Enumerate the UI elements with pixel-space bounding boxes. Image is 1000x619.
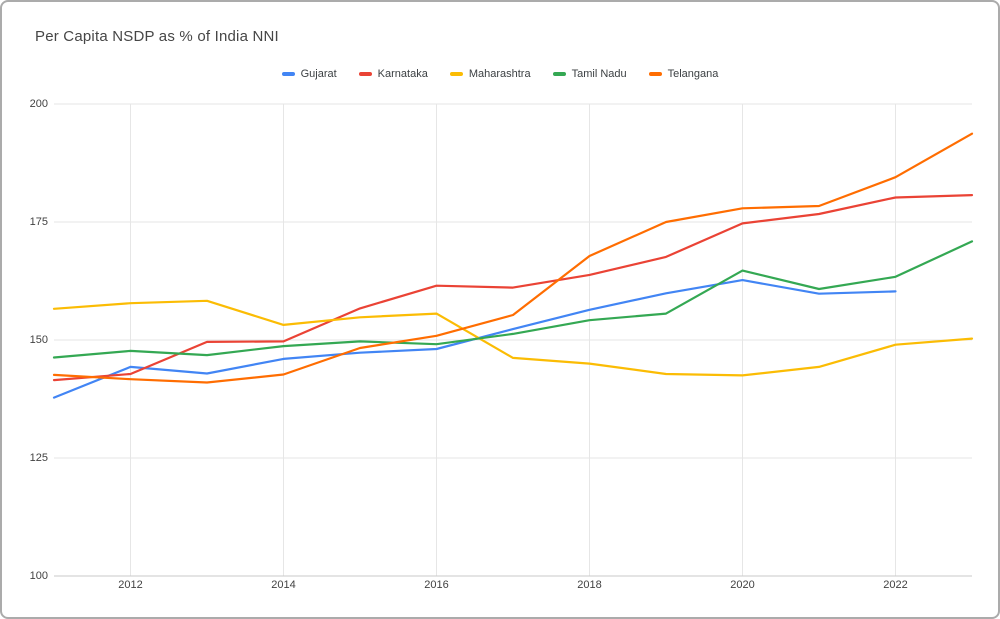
legend-label: Tamil Nadu <box>571 68 627 80</box>
y-axis-tick-label: 175 <box>29 216 48 228</box>
legend-item-gujarat[interactable]: Gujarat <box>281 68 337 80</box>
legend-line-marker-icon <box>358 72 372 76</box>
chart-title: Per Capita NSDP as % of India NNI <box>35 28 279 45</box>
legend-label: Telangana <box>667 68 719 80</box>
x-axis-tick-label: 2014 <box>271 579 296 591</box>
y-axis-tick-label: 200 <box>29 98 48 110</box>
y-axis-tick-label: 100 <box>29 570 48 582</box>
series-line-karnataka[interactable] <box>52 194 974 382</box>
series-line-telangana[interactable] <box>52 132 974 384</box>
legend-item-maharashtra[interactable]: Maharashtra <box>449 68 531 80</box>
legend-line-marker-icon <box>648 72 662 76</box>
legend-line-marker-icon <box>552 72 566 76</box>
x-axis-tick-label: 2016 <box>424 579 449 591</box>
x-axis-tick-label: 2020 <box>730 579 755 591</box>
x-axis-tick-label: 2012 <box>118 579 143 591</box>
x-axis-tick-label: 2018 <box>577 579 602 591</box>
legend-item-tamil-nadu[interactable]: Tamil Nadu <box>552 68 627 80</box>
legend-item-telangana[interactable]: Telangana <box>648 68 719 80</box>
series-line-maharashtra[interactable] <box>52 299 974 377</box>
legend-line-marker-icon <box>281 72 295 76</box>
legend-line-marker-icon <box>449 72 463 76</box>
legend-label: Maharashtra <box>468 68 531 80</box>
legend-label: Karnataka <box>377 68 428 80</box>
y-axis-tick-label: 150 <box>29 334 48 346</box>
chart-legend: Gujarat Karnataka Maharashtra Tamil Nadu Tel… <box>2 68 998 80</box>
legend-item-karnataka[interactable]: Karnataka <box>358 68 428 80</box>
y-axis-tick-label: 125 <box>29 452 48 464</box>
x-axis-tick-label: 2022 <box>883 579 908 591</box>
legend-label: Gujarat <box>300 68 337 80</box>
series-line-tamil-nadu[interactable] <box>52 240 974 359</box>
